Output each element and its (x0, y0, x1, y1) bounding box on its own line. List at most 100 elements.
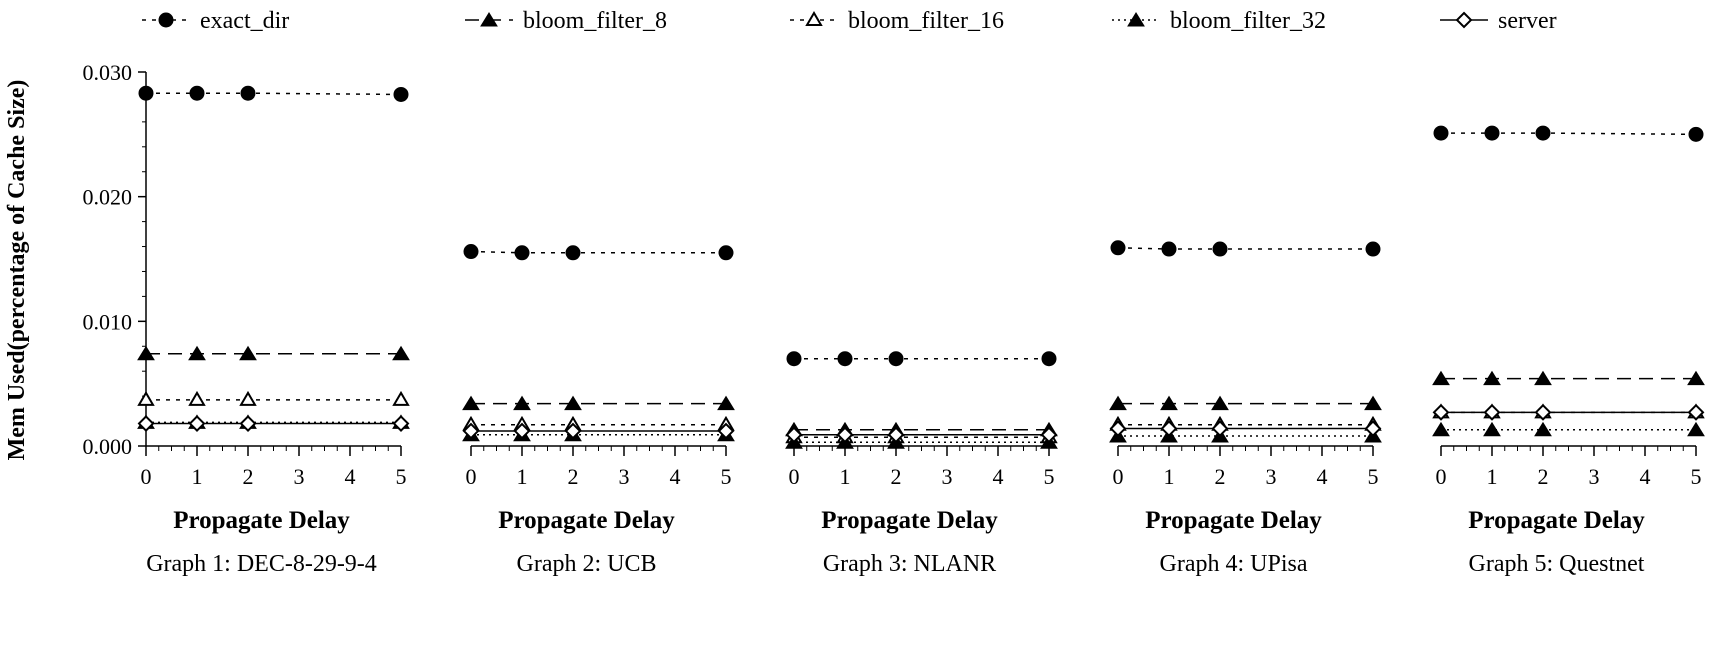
x-tick-label: 0 (141, 464, 152, 489)
data-point (239, 415, 257, 432)
series-bloom_filter_16 (785, 428, 1058, 444)
data-point (188, 390, 206, 406)
data-point (786, 351, 802, 367)
x-tick-label: 5 (1044, 464, 1055, 489)
data-point (1535, 125, 1551, 141)
series-bloom_filter_16 (137, 390, 410, 406)
data-point (1364, 420, 1382, 437)
x-tick-label: 4 (670, 464, 681, 489)
data-point (392, 390, 410, 406)
x-tick-label: 3 (294, 464, 305, 489)
x-tick-label: 0 (1436, 464, 1447, 489)
data-point (189, 85, 205, 101)
data-point (1211, 395, 1229, 411)
data-point (513, 422, 531, 440)
legend-item-exact_dir: exact_dir (142, 8, 289, 34)
x-axis-label: Propagate Delay (498, 507, 675, 534)
data-point (1040, 426, 1058, 444)
series-line (146, 92, 402, 96)
data-point (1365, 241, 1381, 257)
x-tick-label: 5 (396, 464, 407, 489)
x-tick-label: 2 (568, 464, 579, 489)
data-point (1687, 370, 1705, 386)
series-exact_dir (1433, 125, 1704, 142)
series-line (470, 250, 726, 254)
data-point (1161, 241, 1177, 257)
x-tick-label: 3 (1589, 464, 1600, 489)
legend-marker (1127, 12, 1145, 27)
data-point (240, 85, 256, 101)
data-point (785, 426, 803, 444)
series-line (1117, 247, 1373, 250)
x-tick-label: 1 (1164, 464, 1175, 489)
series-server (137, 415, 410, 432)
series-bloom_filter_16 (1432, 403, 1705, 419)
x-tick-label: 2 (243, 464, 254, 489)
data-point (564, 395, 582, 411)
x-tick-label: 2 (1215, 464, 1226, 489)
legend-label: bloom_filter_16 (848, 8, 1004, 34)
series-exact_dir (786, 351, 1057, 367)
data-point (1687, 421, 1705, 437)
x-axis-label: Propagate Delay (821, 507, 998, 534)
series-bloom_filter_8 (462, 395, 735, 411)
data-point (513, 395, 531, 411)
data-point (1534, 403, 1552, 421)
legend-item-bloom_filter_8: bloom_filter_8 (465, 8, 667, 34)
data-point (137, 415, 155, 432)
x-tick-label: 3 (619, 464, 630, 489)
legend-label: exact_dir (200, 8, 289, 34)
series-bloom_filter_32 (1432, 421, 1705, 437)
y-tick-label: 0.020 (83, 185, 133, 210)
y-axis-label: Mem Used(percentage of Cache Size) (4, 80, 30, 461)
series-bloom_filter_8 (1432, 370, 1705, 386)
data-point (1212, 241, 1228, 257)
series-bloom_filter_32 (462, 426, 735, 442)
data-point (463, 244, 479, 260)
legend-item-bloom_filter_16: bloom_filter_16 (790, 8, 1004, 34)
data-point (1432, 370, 1450, 386)
x-tick-label: 0 (789, 464, 800, 489)
data-point (462, 395, 480, 411)
data-point (462, 422, 480, 440)
data-point (1364, 395, 1382, 411)
data-point (188, 415, 206, 432)
data-point (514, 245, 530, 261)
series-line (1441, 132, 1697, 136)
legend-marker (1455, 11, 1473, 29)
data-point (1534, 421, 1552, 437)
x-tick-label: 5 (721, 464, 732, 489)
series-server (462, 422, 735, 440)
data-point (717, 422, 735, 440)
y-tick-label: 0.010 (83, 309, 133, 334)
data-point (1211, 420, 1229, 437)
y-tick-label: 0.030 (83, 60, 133, 85)
data-point (1160, 395, 1178, 411)
data-point (392, 415, 410, 432)
x-tick-label: 4 (345, 464, 356, 489)
x-tick-label: 2 (1538, 464, 1549, 489)
series-server (785, 426, 1058, 444)
data-point (1484, 125, 1500, 141)
series-bloom_filter_8 (785, 421, 1058, 437)
data-point (717, 395, 735, 411)
series-server (1109, 420, 1382, 437)
data-point (1688, 126, 1704, 142)
x-tick-label: 4 (1640, 464, 1651, 489)
data-point (1109, 395, 1127, 411)
x-tick-label: 4 (1317, 464, 1328, 489)
x-tick-label: 1 (517, 464, 528, 489)
legend-item-bloom_filter_32: bloom_filter_32 (1112, 8, 1326, 34)
data-point (1433, 125, 1449, 141)
legend-item-server: server (1440, 8, 1557, 34)
panel-2: 0 1 2 3 4 5 Propagate Delay Graph 2: UCB (462, 244, 735, 577)
data-point (138, 85, 154, 101)
x-tick-label: 0 (466, 464, 477, 489)
panel-3: 0 1 2 3 4 5 Propagate Delay Graph 3: NLANR (785, 351, 1058, 577)
x-axis-label: Propagate Delay (1468, 507, 1645, 534)
panel-caption: Graph 3: NLANR (823, 551, 996, 577)
data-point (836, 426, 854, 444)
x-tick-label: 1 (840, 464, 851, 489)
chart-panels: 0 1 2 3 4 5 Propagate Delay Graph 1: DEC-8-29-9… (137, 85, 1705, 577)
